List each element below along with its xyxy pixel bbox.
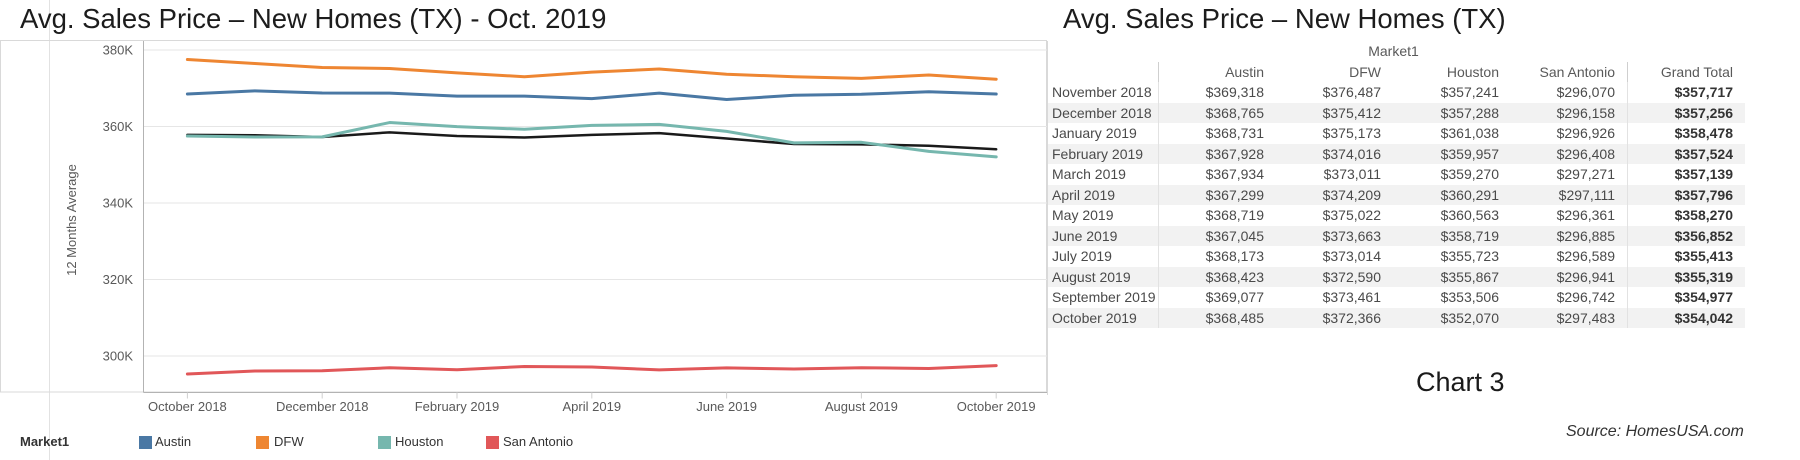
svg-text:12 Months Average: 12 Months Average xyxy=(64,164,79,276)
svg-text:February 2019: February 2019 xyxy=(415,399,500,414)
svg-text:360K: 360K xyxy=(103,119,134,134)
svg-text:300K: 300K xyxy=(103,349,134,364)
svg-text:October 2018: October 2018 xyxy=(148,399,227,414)
svg-text:August 2019: August 2019 xyxy=(825,399,898,414)
svg-text:December 2018: December 2018 xyxy=(276,399,369,414)
svg-text:April 2019: April 2019 xyxy=(563,399,622,414)
svg-text:380K: 380K xyxy=(103,43,134,58)
svg-text:320K: 320K xyxy=(103,272,134,287)
svg-text:June 2019: June 2019 xyxy=(696,399,757,414)
svg-text:October 2019: October 2019 xyxy=(957,399,1036,414)
svg-text:340K: 340K xyxy=(103,196,134,211)
